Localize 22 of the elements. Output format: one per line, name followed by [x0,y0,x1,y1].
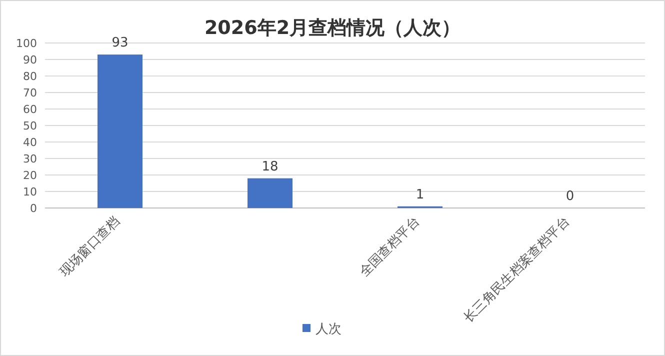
data-label: 93 [112,36,128,51]
x-tick-label: 全国查档平台 [357,214,423,280]
y-tick-label: 10 [23,186,37,198]
y-tick-label: 50 [23,120,37,132]
y-tick-label: 100 [16,37,37,50]
y-tick-label: 80 [23,70,37,83]
y-tick-label: 30 [23,152,37,166]
y-tick-label: 90 [23,54,37,66]
data-label: 18 [262,159,278,174]
data-label: 0 [566,189,574,204]
bar [98,54,142,208]
chart-title: 2026年2月查档情况（人次） [204,17,461,39]
y-tick-label: 20 [23,169,37,182]
bar [248,178,292,208]
x-tick-label: 长三角民生档案查档平台 [460,214,573,326]
data-label: 1 [416,187,424,202]
x-tick-label: 现场窗口查档 [56,214,123,280]
y-tick-label: 0 [30,202,37,215]
y-tick-label: 40 [23,136,37,149]
y-tick-label: 60 [23,103,37,116]
y-tick-label: 70 [23,86,37,100]
legend-label: 人次 [316,322,342,337]
